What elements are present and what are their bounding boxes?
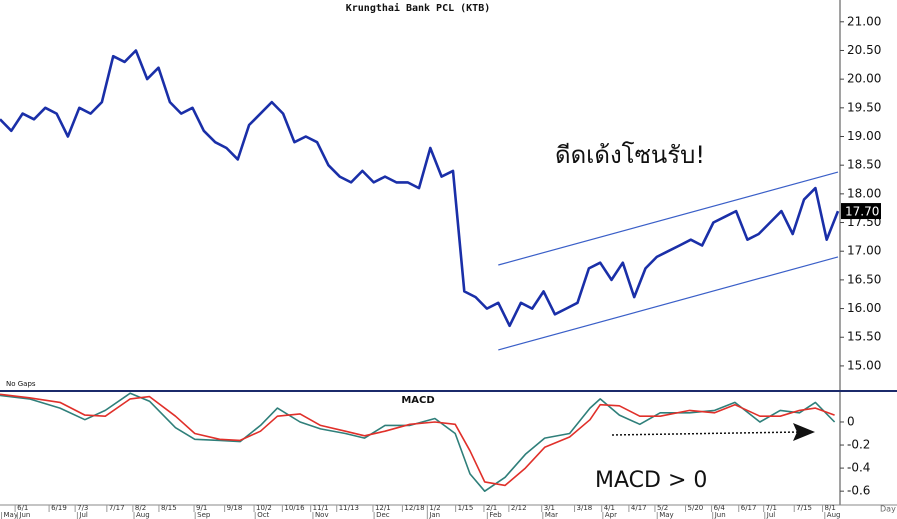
y-tick-label: 15.00 bbox=[847, 358, 881, 372]
y-tick-label: 18.00 bbox=[847, 186, 881, 200]
month-label: May bbox=[659, 511, 673, 519]
month-label: Feb bbox=[489, 511, 502, 519]
x-tick-label: 6/4 bbox=[714, 504, 726, 512]
y-tick-label: -0.6 bbox=[847, 484, 870, 498]
x-tick-label: 8/15 bbox=[161, 504, 177, 512]
month-label: Jan bbox=[428, 511, 440, 519]
annotation: MACD > 0 bbox=[595, 468, 707, 493]
y-tick-label: 16.00 bbox=[847, 301, 881, 315]
y-tick-label: 19.00 bbox=[847, 129, 881, 143]
x-tick-label: 2/12 bbox=[511, 504, 527, 512]
annotation: ดีดเด้งโซนรับ! bbox=[555, 141, 705, 169]
y-tick-label: 16.50 bbox=[847, 272, 881, 286]
x-tick-label: 7/3 bbox=[77, 504, 88, 512]
y-tick-label: -0.4 bbox=[847, 461, 870, 475]
month-label: Sep bbox=[197, 511, 211, 519]
x-tick-label: 12/1 bbox=[375, 504, 391, 512]
month-label: Dec bbox=[376, 511, 390, 519]
x-tick-label: 6/17 bbox=[741, 504, 757, 512]
x-tick-label: 7/1 bbox=[766, 504, 777, 512]
month-label: Apr bbox=[605, 511, 617, 519]
x-tick-label: 3/1 bbox=[544, 504, 555, 512]
y-tick-label: 18.50 bbox=[847, 158, 881, 172]
x-tick-label: 4/17 bbox=[631, 504, 647, 512]
x-tick-label: 11/13 bbox=[339, 504, 359, 512]
x-tick-label: 6/19 bbox=[51, 504, 67, 512]
x-tick-label: 5/20 bbox=[688, 504, 704, 512]
month-label: May bbox=[4, 511, 18, 519]
y-tick-label: 19.50 bbox=[847, 100, 881, 114]
x-tick-label: 9/1 bbox=[196, 504, 207, 512]
month-label: Nov bbox=[315, 511, 329, 519]
panel-note: No Gaps bbox=[6, 380, 36, 388]
month-label: Aug bbox=[136, 511, 150, 519]
y-tick-label: 21.00 bbox=[847, 14, 881, 28]
x-tick-label: 10/2 bbox=[256, 504, 272, 512]
current-price-label: 17.70 bbox=[845, 205, 879, 219]
x-axis-label: Day bbox=[880, 505, 896, 514]
month-label: Jun bbox=[18, 511, 30, 519]
month-label: Aug bbox=[827, 511, 841, 519]
month-label: Jul bbox=[78, 511, 88, 519]
arrow-head bbox=[793, 423, 815, 441]
x-tick-label: 11/1 bbox=[313, 504, 329, 512]
x-tick-label: 7/17 bbox=[109, 504, 125, 512]
price-line bbox=[0, 49, 840, 328]
x-tick-label: 5/2 bbox=[657, 504, 668, 512]
panel-title: MACD bbox=[401, 395, 434, 406]
x-tick-label: 10/16 bbox=[284, 504, 305, 512]
month-label: Jun bbox=[714, 511, 726, 519]
month-label: Oct bbox=[257, 511, 269, 519]
y-tick-label: -0.2 bbox=[847, 438, 870, 452]
x-tick-label: 1/15 bbox=[458, 504, 474, 512]
current-price-box bbox=[841, 203, 881, 220]
x-tick-label: 1/2 bbox=[429, 504, 440, 512]
trendline bbox=[498, 171, 839, 266]
y-tick-label: 0 bbox=[847, 414, 855, 428]
x-tick-label: 3/18 bbox=[577, 504, 593, 512]
x-tick-label: 7/15 bbox=[796, 504, 812, 512]
price-line bbox=[0, 393, 835, 487]
x-tick-label: 6/1 bbox=[17, 504, 28, 512]
x-tick-label: 4/1 bbox=[604, 504, 615, 512]
x-tick-label: 8/1 bbox=[825, 504, 836, 512]
arrow-line bbox=[611, 431, 801, 436]
chart-title: Krungthai Bank PCL (KTB) bbox=[346, 2, 491, 14]
x-tick-label: 9/18 bbox=[227, 504, 243, 512]
x-tick-label: 12/18 bbox=[404, 504, 424, 512]
month-label: Jul bbox=[766, 511, 776, 519]
trendline bbox=[498, 256, 839, 351]
y-tick-label: 20.00 bbox=[847, 72, 881, 86]
month-label: Mar bbox=[545, 511, 558, 519]
y-tick-label: 20.50 bbox=[847, 43, 881, 57]
y-tick-label: 17.00 bbox=[847, 244, 881, 258]
y-tick-label: 15.50 bbox=[847, 330, 881, 344]
x-tick-label: 8/2 bbox=[135, 504, 146, 512]
x-tick-label: 2/1 bbox=[486, 504, 497, 512]
